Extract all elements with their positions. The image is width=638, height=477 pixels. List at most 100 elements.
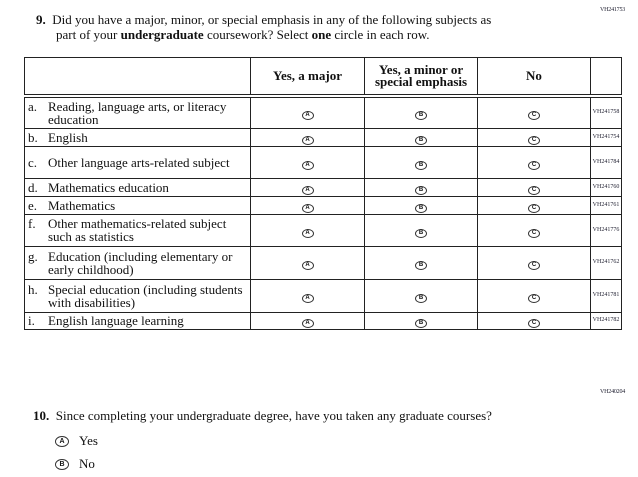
response-cell: A (250, 195, 365, 215)
row-code: VH241776 (590, 213, 622, 247)
radio-bubble[interactable]: A (301, 111, 314, 121)
row-text: Mathematics education (48, 179, 169, 195)
question-line: circle in each row. (331, 27, 430, 42)
table-row: g. Education (including elementary or ear… (24, 245, 622, 280)
response-cell: A (250, 95, 365, 129)
row-code: VH241754 (590, 127, 622, 147)
row-label: h. Special education (including students … (24, 278, 251, 313)
table-row: e. Mathematics A B C VH241761 (24, 195, 622, 215)
row-code: VH241760 (590, 177, 622, 197)
table-row: f. Other mathematics-related subject such… (24, 213, 622, 247)
radio-bubble[interactable]: A (301, 261, 314, 270)
radio-bubble[interactable]: B (415, 319, 427, 328)
response-cell: C (477, 145, 591, 179)
table-row: d. Mathematics education A B C VH241760 (24, 177, 622, 197)
question-number: 10. (33, 408, 50, 423)
response-cell: B (364, 127, 478, 147)
response-cell: C (477, 278, 591, 313)
row-letter: c. (28, 154, 38, 170)
row-text: Education (including elementary or early… (48, 248, 233, 277)
radio-bubble[interactable]: A (301, 160, 314, 170)
radio-bubble[interactable]: C (528, 294, 540, 303)
row-label: d. Mathematics education (24, 177, 251, 197)
radio-bubble[interactable]: A (55, 435, 69, 447)
radio-bubble[interactable]: B (415, 185, 427, 195)
row-letter: d. (28, 179, 38, 195)
question-9-text: 9. Did you have a major, minor, or speci… (36, 12, 491, 42)
row-text: Reading, language arts, or literacy educ… (48, 98, 227, 127)
radio-bubble[interactable]: C (528, 203, 540, 213)
header-blank (24, 57, 251, 98)
radio-bubble[interactable]: A (301, 319, 314, 328)
emphasis: one (311, 27, 332, 42)
radio-bubble[interactable]: B (415, 261, 427, 270)
response-cell: A (250, 278, 365, 313)
radio-bubble[interactable]: A (301, 228, 314, 238)
row-text: English language learning (48, 313, 184, 328)
option-yes[interactable]: A Yes (55, 433, 98, 449)
radio-bubble[interactable]: C (528, 261, 540, 270)
row-letter: i. (28, 313, 35, 328)
response-cell: A (250, 213, 365, 247)
response-cell: C (477, 127, 591, 147)
radio-bubble[interactable]: B (415, 203, 427, 213)
question-line: coursework? Select (203, 27, 312, 42)
radio-bubble[interactable]: B (55, 458, 69, 470)
radio-bubble[interactable]: A (301, 203, 314, 213)
table-row: c. Other language arts-related subject A B C… (24, 145, 622, 179)
row-letter: b. (28, 129, 38, 145)
response-cell: B (364, 145, 478, 179)
radio-bubble[interactable]: C (528, 228, 540, 238)
radio-bubble[interactable]: B (415, 111, 427, 121)
radio-bubble[interactable]: B (415, 294, 427, 303)
response-cell: C (477, 245, 591, 280)
table-row: h. Special education (including students … (24, 278, 622, 313)
row-text: English (48, 129, 88, 145)
response-cell: B (364, 177, 478, 197)
question-code: VH240204 (600, 389, 626, 395)
question-number: 9. (36, 12, 46, 27)
radio-bubble[interactable]: C (528, 135, 540, 145)
table-row: a. Reading, language arts, or literacy ed… (24, 95, 622, 129)
row-code: VH241782 (590, 311, 622, 330)
header-major: Yes, a major (250, 57, 365, 98)
radio-bubble[interactable]: A (301, 185, 314, 195)
radio-bubble[interactable]: B (415, 228, 427, 238)
row-code: VH241758 (590, 95, 622, 129)
emphasis: undergraduate (120, 27, 204, 42)
header-minor: Yes, a minor or special emphasis (364, 57, 478, 98)
option-no[interactable]: B No (55, 456, 95, 472)
response-cell: B (364, 95, 478, 129)
radio-bubble[interactable]: B (415, 160, 427, 170)
row-label: a. Reading, language arts, or literacy ed… (24, 95, 251, 129)
radio-bubble[interactable]: C (528, 160, 540, 170)
radio-bubble[interactable]: B (415, 135, 427, 145)
row-text: Special education (including students wi… (48, 281, 243, 310)
row-text: Mathematics (48, 197, 116, 213)
radio-bubble[interactable]: C (528, 185, 540, 195)
radio-bubble[interactable]: C (528, 111, 540, 121)
question-line: Did you have a major, minor, or special … (52, 12, 492, 27)
response-cell: A (250, 177, 365, 197)
row-label: b. English (24, 127, 251, 147)
response-cell: B (364, 213, 478, 247)
row-letter: e. (28, 197, 38, 213)
row-text: Other language arts-related subject (48, 154, 230, 170)
row-label: f. Other mathematics-related subject such… (24, 213, 251, 247)
response-cell: B (364, 245, 478, 280)
radio-bubble[interactable]: A (301, 135, 314, 145)
radio-bubble[interactable]: C (528, 319, 540, 328)
header-code (590, 57, 622, 98)
option-label: Yes (79, 433, 98, 448)
table-row: b. English A B C VH241754 (24, 127, 622, 147)
response-cell: C (477, 95, 591, 129)
response-grid: Yes, a major Yes, a minor or special emp… (24, 57, 622, 330)
response-cell: A (250, 127, 365, 147)
row-label: i. English language learning (24, 311, 251, 330)
row-code: VH241781 (590, 278, 622, 313)
response-cell: C (477, 311, 591, 330)
radio-bubble[interactable]: A (301, 294, 314, 303)
option-label: No (79, 456, 95, 471)
row-label: e. Mathematics (24, 195, 251, 215)
response-cell: A (250, 145, 365, 179)
